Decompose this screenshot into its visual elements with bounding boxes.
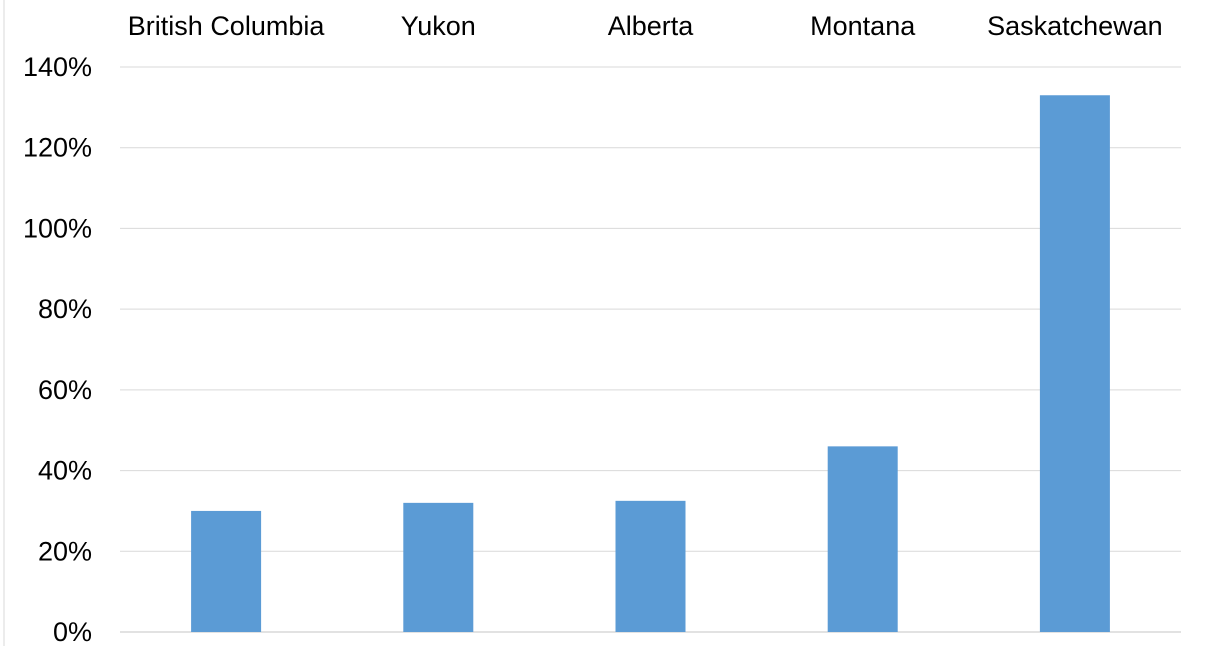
y-tick-label: 20% [38, 536, 92, 566]
bar [615, 500, 686, 632]
bar [1039, 95, 1110, 632]
y-tick-label: 120% [23, 133, 92, 163]
category-label: Alberta [608, 11, 695, 41]
y-tick-label: 60% [38, 375, 92, 405]
bars [191, 95, 1110, 632]
y-tick-label: 140% [23, 52, 92, 82]
bar [403, 502, 474, 632]
category-label: Montana [810, 11, 916, 41]
category-label: British Columbia [128, 11, 326, 41]
y-axis-tick-labels: 0% 20% 40% 60% 80% 100% 120% 140% [23, 52, 92, 646]
y-tick-label: 100% [23, 213, 92, 243]
y-tick-label: 0% [53, 617, 92, 646]
y-tick-label: 80% [38, 294, 92, 324]
bar [827, 446, 898, 632]
bar [191, 510, 262, 632]
gridlines [3, 0, 1181, 646]
y-tick-label: 40% [38, 456, 92, 486]
category-labels: British Columbia Yukon Alberta Montana Saska… [128, 11, 1163, 41]
category-label: Yukon [401, 11, 476, 41]
category-label: Saskatchewan [987, 11, 1163, 41]
